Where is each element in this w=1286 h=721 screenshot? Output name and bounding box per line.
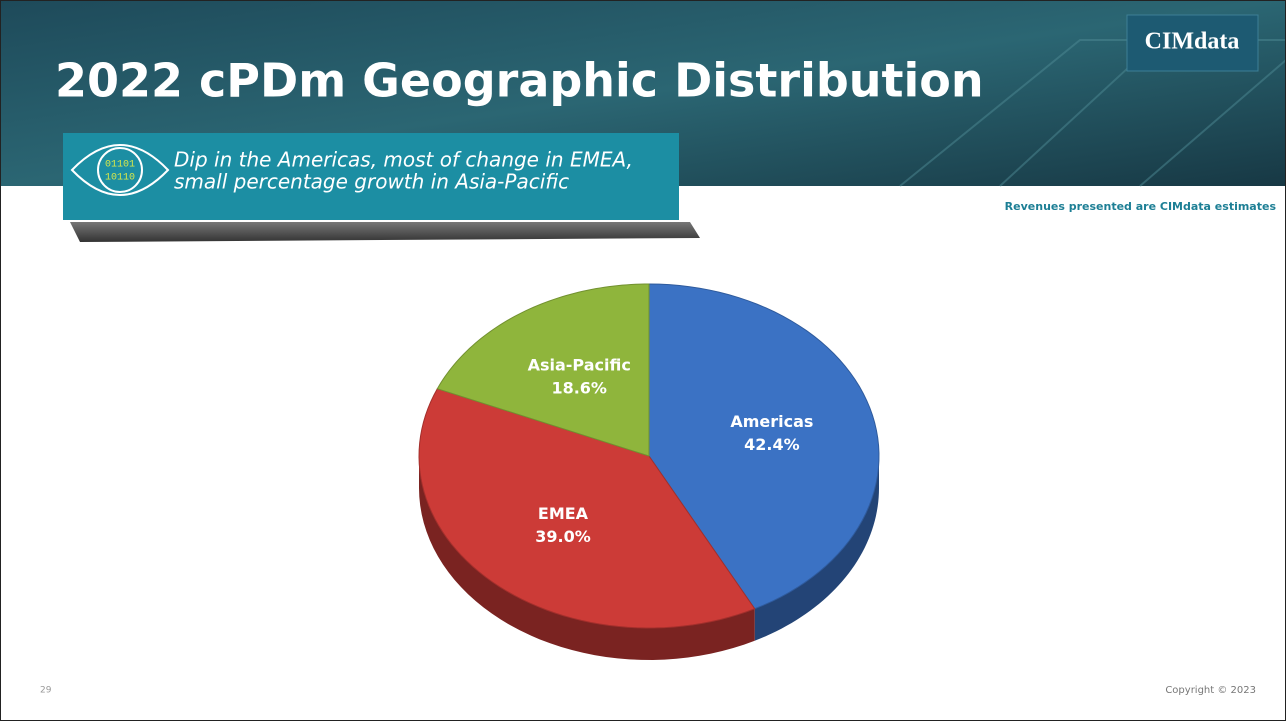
svg-text:01101: 01101 <box>105 160 135 171</box>
slice-label: EMEA <box>538 504 589 523</box>
callout-text: small percentage growth in Asia-Pacific <box>174 170 569 194</box>
slice-label: Asia-Pacific <box>528 356 631 375</box>
pie-chart: Americas 42.4% EMEA 39.0% Asia-Pacific 18.6% <box>418 283 880 660</box>
callout-text: Dip in the Americas, most of change in E… <box>174 148 633 172</box>
page-number: 29 <box>40 686 52 696</box>
note: Revenues presented are CIMdata estimates <box>1005 200 1277 213</box>
pie-slice-side <box>419 456 755 660</box>
logo: CIMdata <box>1145 29 1240 55</box>
copyright: Copyright © 2023 <box>1165 685 1256 696</box>
pie-slice <box>418 388 756 629</box>
callout-box <box>63 133 679 220</box>
slice-value-label: 18.6% <box>551 379 607 398</box>
slice-label: Americas <box>730 412 813 431</box>
slice-value-label: 39.0% <box>535 527 591 546</box>
svg-text:10110: 10110 <box>105 173 135 184</box>
pie-slice <box>648 283 880 610</box>
callout-shadow <box>70 222 700 242</box>
slide-title: 2022 cPDm Geographic Distribution <box>55 54 984 108</box>
logo-box <box>1126 14 1259 72</box>
eye-icon: 01101 10110 <box>70 144 170 196</box>
slice-value-label: 42.4% <box>744 435 800 454</box>
pie-slice <box>436 283 650 457</box>
